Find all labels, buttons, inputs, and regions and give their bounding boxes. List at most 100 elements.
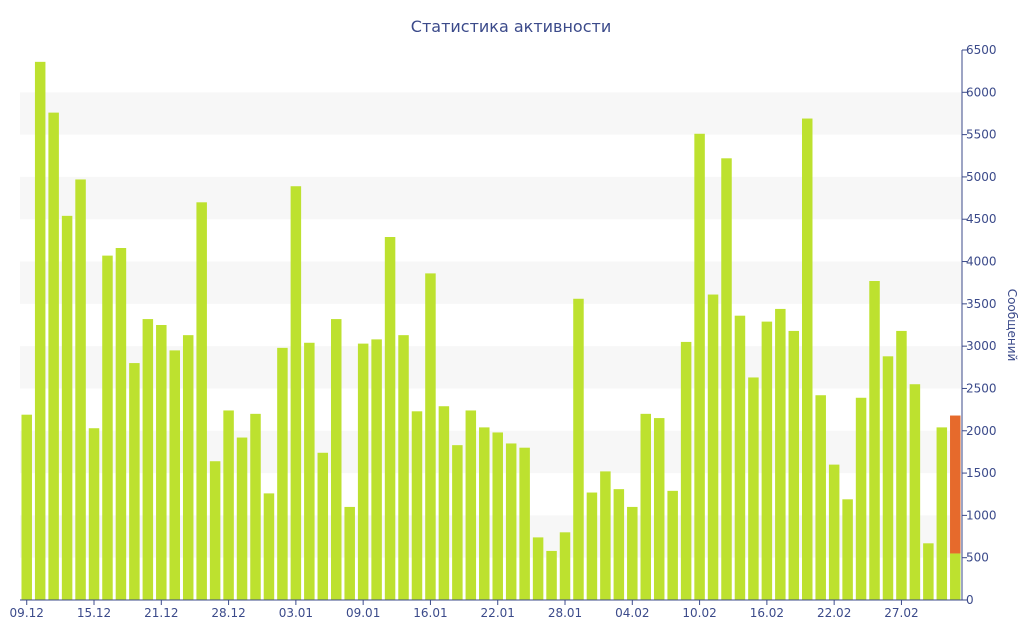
x-tick-label: 16.01	[413, 606, 447, 620]
bar	[519, 447, 530, 600]
x-tick-label: 21.12	[144, 606, 178, 620]
bar	[236, 437, 248, 600]
bar	[586, 492, 598, 600]
bar	[492, 432, 503, 600]
bar	[384, 237, 396, 600]
x-tick-label: 22.01	[481, 606, 515, 620]
grid-band	[20, 261, 962, 304]
y-tick-label: 3500	[966, 297, 997, 311]
bar	[438, 406, 450, 600]
bar	[882, 356, 894, 600]
bar	[923, 543, 934, 600]
bar	[653, 418, 665, 600]
bar	[613, 489, 625, 600]
bar	[34, 61, 46, 601]
bar	[330, 319, 342, 600]
bar	[707, 294, 719, 600]
bar-highlight	[950, 415, 961, 554]
bar	[223, 410, 234, 600]
bar	[411, 411, 423, 600]
bar	[290, 186, 302, 600]
bar	[842, 499, 853, 600]
y-tick-label: 1000	[966, 508, 997, 522]
bar	[532, 537, 544, 600]
bar	[102, 255, 113, 600]
y-axis: 0 500 1000 1500 2000 2500 3000 3500 4000 4500 5000…	[962, 43, 997, 607]
bar	[425, 273, 436, 600]
bar	[169, 350, 181, 600]
bar	[317, 452, 329, 600]
x-tick-label: 03.01	[279, 606, 313, 620]
bar	[855, 397, 867, 600]
bar	[398, 335, 409, 600]
bar	[869, 281, 880, 600]
x-tick-label: 27.02	[884, 606, 918, 620]
bar	[815, 395, 826, 600]
bar	[75, 179, 86, 600]
y-tick-label: 1500	[966, 466, 997, 480]
bar	[277, 347, 288, 600]
bar	[21, 414, 32, 600]
y-tick-label: 3000	[966, 339, 997, 353]
x-tick-label: 09.01	[346, 606, 380, 620]
bar	[546, 550, 557, 600]
y-axis-label: Сообщений	[1005, 289, 1019, 362]
x-axis: 09.12 15.12 21.12 28.12 03.01 09.01 16.01 22.01…	[10, 600, 919, 620]
bar	[88, 428, 100, 600]
bar	[748, 377, 759, 600]
bar	[209, 461, 221, 600]
x-tick-label: 28.01	[548, 606, 582, 620]
bar	[761, 321, 773, 600]
x-tick-label: 10.02	[682, 606, 716, 620]
bar	[896, 330, 907, 600]
bar	[573, 298, 584, 600]
bar	[627, 506, 638, 600]
bar	[263, 493, 275, 600]
y-tick-label: 0	[966, 593, 974, 607]
y-tick-label: 2000	[966, 424, 997, 438]
bar	[142, 319, 154, 600]
bar	[452, 445, 463, 600]
bar	[950, 553, 961, 600]
bar	[304, 342, 315, 600]
bar	[250, 413, 261, 600]
bar	[721, 158, 732, 601]
y-tick-label: 5000	[966, 170, 997, 184]
bar	[667, 490, 678, 600]
bar	[775, 308, 786, 600]
bar	[559, 532, 571, 600]
bar	[936, 427, 948, 600]
y-tick-label: 6500	[966, 43, 997, 57]
x-tick-label: 09.12	[10, 606, 44, 620]
y-tick-label: 5500	[966, 128, 997, 142]
bar	[357, 343, 369, 600]
chart-title: Статистика активности	[411, 17, 611, 36]
x-tick-label: 16.02	[750, 606, 784, 620]
bar	[734, 315, 746, 600]
bar	[694, 133, 705, 600]
bar	[479, 427, 490, 600]
bar	[344, 506, 355, 600]
y-tick-label: 6000	[966, 85, 997, 99]
bar	[61, 215, 73, 600]
x-tick-label: 22.02	[817, 606, 851, 620]
bar	[640, 413, 652, 600]
bar	[680, 341, 692, 600]
bar	[196, 202, 207, 601]
bar	[600, 471, 611, 600]
x-tick-label: 15.12	[77, 606, 111, 620]
bar	[909, 384, 921, 600]
y-tick-label: 4000	[966, 255, 997, 269]
y-tick-label: 2500	[966, 381, 997, 395]
bar	[48, 112, 59, 600]
bar	[371, 339, 382, 600]
grid-band	[20, 176, 962, 220]
grid-band	[20, 92, 962, 135]
bar	[115, 248, 127, 600]
bar	[788, 330, 800, 600]
y-tick-label: 4500	[966, 212, 997, 226]
bars	[21, 61, 961, 601]
bar	[129, 363, 140, 600]
bar	[156, 325, 167, 600]
